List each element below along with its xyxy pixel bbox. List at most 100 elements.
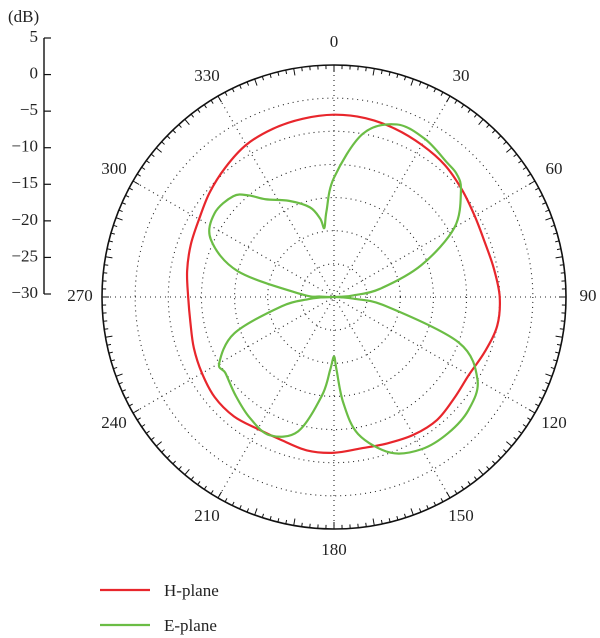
angle-tick <box>503 141 507 145</box>
angle-tick <box>555 335 563 338</box>
angle-tick <box>125 396 130 400</box>
angle-tick <box>556 248 562 251</box>
angle-tick <box>478 469 484 476</box>
angle-tick <box>110 232 115 235</box>
angle-label: 0 <box>330 32 339 51</box>
angle-label: 270 <box>67 286 93 305</box>
angle-tick <box>522 424 527 428</box>
angle-tick <box>492 460 496 465</box>
radial-ticks: 5 0 −5 −10 −15 −20 −25 −30 <box>11 27 51 302</box>
angle-tick <box>184 118 190 125</box>
angle-tick <box>118 381 123 385</box>
angle-tick <box>559 328 564 330</box>
angle-label: 300 <box>101 159 127 178</box>
angle-tick <box>410 508 414 516</box>
angle-tick <box>217 491 222 499</box>
angle-label: 120 <box>541 413 567 432</box>
angle-tick <box>184 469 190 476</box>
angle-tick <box>108 240 113 243</box>
radial-tick-label: −15 <box>11 173 38 192</box>
legend-item-h-plane: H-plane <box>100 581 219 600</box>
angle-tick <box>553 359 558 362</box>
angle-label: 210 <box>194 506 220 525</box>
legend-label-h-plane: H-plane <box>164 581 219 600</box>
angle-tick <box>178 466 182 470</box>
angle-tick <box>172 460 176 465</box>
angle-tick <box>301 67 303 72</box>
angle-tick <box>513 153 518 158</box>
angle-tick <box>545 209 550 213</box>
angle-tick <box>542 389 547 392</box>
angle-tick <box>132 409 140 414</box>
angle-tick <box>239 84 242 89</box>
angle-tick <box>426 505 429 510</box>
angle-tick <box>545 217 553 221</box>
angle-tick <box>478 118 484 125</box>
angle-tick <box>285 69 288 75</box>
angle-tick <box>388 71 391 76</box>
angle-tick <box>277 71 280 76</box>
angle-tick <box>115 373 123 377</box>
angle-tick <box>365 522 367 527</box>
angle-tick <box>372 68 375 76</box>
angle-tick <box>461 485 465 490</box>
angle-tick <box>224 91 228 96</box>
angle-tick <box>454 490 458 495</box>
radial-axis: (dB) 5 0 −5 −10 −15 −20 −25 −30 <box>8 7 51 302</box>
angle-tick <box>106 248 112 251</box>
angle-label: 30 <box>453 66 470 85</box>
angle-tick <box>146 160 150 164</box>
angle-tick <box>150 153 155 158</box>
grid-circle <box>134 97 534 497</box>
angle-tick <box>497 455 502 459</box>
angle-tick <box>246 508 250 513</box>
angle-tick <box>203 104 207 109</box>
angle-tick <box>550 366 555 370</box>
angle-tick <box>190 476 195 481</box>
angle-tick <box>418 508 422 513</box>
angle-tick <box>372 518 375 526</box>
angle-tick <box>161 449 165 453</box>
angle-tick <box>261 76 265 81</box>
angle-tick <box>535 403 540 407</box>
angle-tick <box>518 160 522 164</box>
angle-tick <box>197 109 201 113</box>
angle-tick <box>545 381 550 385</box>
angle-tick <box>426 84 429 89</box>
angle-tick <box>503 449 507 453</box>
angle-tick <box>293 68 296 76</box>
angle-tick <box>555 351 560 354</box>
angle-tick <box>396 516 399 521</box>
angle-tick <box>486 466 490 470</box>
angle-tick <box>231 501 235 506</box>
angle-tick <box>555 240 560 243</box>
angle-tick <box>125 194 130 198</box>
angle-tick <box>522 166 527 170</box>
angle-tick <box>388 518 391 523</box>
angle-tick <box>231 88 235 93</box>
angle-tick <box>155 147 162 153</box>
angle-tick <box>492 129 496 134</box>
angle-tick <box>115 217 123 221</box>
angle-tick <box>203 485 207 490</box>
series-e-plane <box>208 123 479 455</box>
angle-label: 60 <box>545 159 562 178</box>
angle-tick <box>473 113 478 118</box>
angle-tick <box>178 124 182 128</box>
angle-label: 330 <box>194 66 220 85</box>
angle-tick <box>224 498 228 503</box>
angle-tick <box>556 343 562 346</box>
angle-tick <box>301 522 303 527</box>
angle-tick <box>113 224 118 228</box>
legend: H-plane E-plane <box>100 581 219 635</box>
angle-tick <box>527 173 532 177</box>
angle-tick <box>141 424 146 428</box>
legend-item-e-plane: E-plane <box>100 616 217 635</box>
angle-tick <box>467 109 471 113</box>
radial-tick-label: −5 <box>20 100 38 119</box>
angle-tick <box>136 173 141 177</box>
angle-tick <box>269 73 272 78</box>
angle-label: 180 <box>321 540 347 559</box>
radial-tick-label: 0 <box>30 63 39 82</box>
